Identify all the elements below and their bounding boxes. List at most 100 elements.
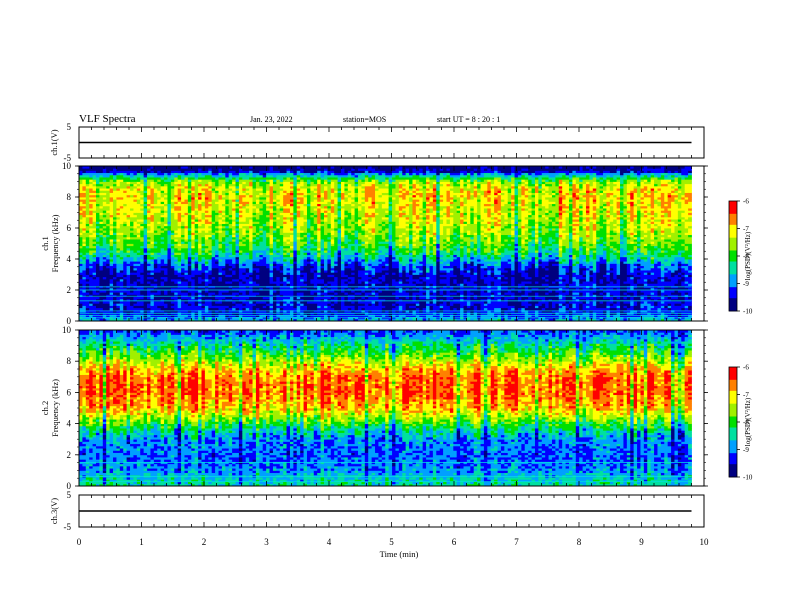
ch1-spectrogram-cell (202, 186, 206, 189)
ch1-spectrogram-cell (236, 272, 240, 275)
ch1-spectrogram-cell (89, 232, 93, 235)
ch1-spectrogram-cell (205, 217, 209, 220)
ch1-spectrogram-cell (222, 252, 226, 255)
ch1-spectrogram-cell (212, 241, 216, 244)
ch1-spectrogram-cell (198, 206, 202, 209)
ch1-spectrogram-cell (116, 279, 120, 282)
ch1-spectrogram-cell (96, 303, 100, 306)
ch1-spectrogram-cell (290, 252, 294, 255)
ch1-spectrogram-cell (208, 206, 212, 209)
ch1-spectrogram-cell (307, 283, 311, 286)
ch1-spectrogram-cell (259, 272, 263, 275)
ch1-spectrogram-cell (178, 248, 182, 251)
ch1-spectrogram-cell (263, 179, 267, 182)
ch1-spectrogram-cell (89, 268, 93, 271)
ch1-spectrogram-cell (232, 186, 236, 189)
ch1-spectrogram-cell (181, 279, 185, 282)
ch1-spectrogram-cell (249, 186, 253, 189)
ch1-spectrogram-cell (195, 201, 199, 204)
ch1-spectrogram-cell (89, 294, 93, 297)
ch1-spectrogram-cell (79, 252, 83, 255)
ch1-spectrogram-cell (205, 170, 209, 173)
ch1-spectrogram-cell (229, 201, 233, 204)
ch1-spectrogram-cell (116, 170, 120, 173)
ch1-spectrogram-cell (300, 241, 304, 244)
ch1-spectrogram-cell (212, 279, 216, 282)
ch1-spectrogram-cell (120, 248, 124, 251)
ch1-spectrogram-cell (130, 257, 134, 260)
ch1-spectrogram-cell (79, 257, 83, 260)
ch1-spectrogram-cell (314, 232, 318, 235)
ch1-spectrogram-cell (205, 201, 209, 204)
ch1-spectrogram-cell (239, 272, 243, 275)
ch1-spectrogram-cell (310, 237, 314, 240)
ch1-spectrogram-cell (110, 279, 114, 282)
ch1-spectrogram-cell (113, 294, 117, 297)
ch1-spectrogram-cell (140, 217, 144, 220)
ch1-spectrogram-cell (310, 294, 314, 297)
ch1-spectrogram-cell (120, 263, 124, 266)
ch1-spectrogram-cell (137, 294, 141, 297)
ch1-spectrogram-cell (110, 232, 114, 235)
ch1-spectrogram-cell (304, 303, 308, 306)
ch1-spectrogram-cell (287, 252, 291, 255)
ch1-spectrogram-cell (93, 217, 97, 220)
ch1-spectrogram-cell (154, 175, 158, 178)
ch1-spectrogram-cell (314, 279, 318, 282)
ch1-spectrogram-cell (249, 232, 253, 235)
ch1-spectrogram-cell (304, 279, 308, 282)
ch1-spectrogram-cell (307, 175, 311, 178)
ch1-spectrogram-cell (164, 303, 168, 306)
ch1-spectrogram-cell (222, 206, 226, 209)
ch1-spectrogram-cell (253, 263, 257, 266)
ch1-spectrogram-cell (137, 248, 141, 251)
ch1-spectrogram-cell (79, 206, 83, 209)
ch1-spectrogram-cell (280, 186, 284, 189)
ch1-spectrogram-cell (266, 257, 270, 260)
ch1-spectrogram-cell (188, 283, 192, 286)
ch1-spectrogram-cell (202, 226, 206, 229)
ch1-spectrogram-cell (310, 283, 314, 286)
ch1-spectrogram-cell (127, 283, 131, 286)
ch1-spectrogram-cell (236, 279, 240, 282)
ch1-spectrogram-cell (215, 237, 219, 240)
ch1-spectrogram-cell (202, 252, 206, 255)
ch1-spectrogram-cell (242, 248, 246, 251)
ch1-spectrogram-cell (89, 210, 93, 213)
ch1-spectrogram-cell (181, 241, 185, 244)
ch1-spectrogram-cell (171, 268, 175, 271)
ch1-spectrogram-cell (93, 206, 97, 209)
ch1-spectrogram-cell (174, 279, 178, 282)
ch1-spectrogram-cell (116, 283, 120, 286)
ch1-spectrogram-cell (99, 241, 103, 244)
ch1-spectrogram-cell (287, 232, 291, 235)
ch1-spectrogram-cell (181, 186, 185, 189)
ch1-spectrogram-cell (99, 268, 103, 271)
ch1-spectrogram-cell (280, 179, 284, 182)
ch1-spectrogram-cell (287, 175, 291, 178)
ch1-spectrogram-cell (82, 263, 86, 266)
ch1-spectrogram-cell (106, 283, 110, 286)
ch1-spectrogram-cell (205, 272, 209, 275)
ch1-spectrogram-cell (110, 201, 114, 204)
ch1-spectrogram-cell (96, 294, 100, 297)
ch1-spectrogram-cell (242, 210, 246, 213)
ch1-spectrogram-cell (127, 201, 131, 204)
ch1-spectrogram-cell (300, 232, 304, 235)
ch1-spectrogram-cell (293, 232, 297, 235)
ch1-spectrogram-cell (242, 195, 246, 198)
ch1-spectrogram-cell (293, 175, 297, 178)
ch1-spectrogram-cell (154, 206, 158, 209)
ch1-spectrogram-cell (232, 252, 236, 255)
ch1-spectrogram-cell (113, 201, 117, 204)
ch1-spectrogram-cell (164, 268, 168, 271)
ch1-spectrogram-cell (283, 190, 287, 193)
ch1-spectrogram-cell (195, 294, 199, 297)
ch1-spectrogram-cell (191, 186, 195, 189)
ch1-spectrogram-cell (276, 252, 280, 255)
ch1-spectrogram-cell (147, 206, 151, 209)
ch1-spectrogram-cell (236, 303, 240, 306)
ch1-spectrogram-cell (137, 257, 141, 260)
ch1-spectrogram-cell (287, 241, 291, 244)
ch1-spectrogram-cell (246, 248, 250, 251)
